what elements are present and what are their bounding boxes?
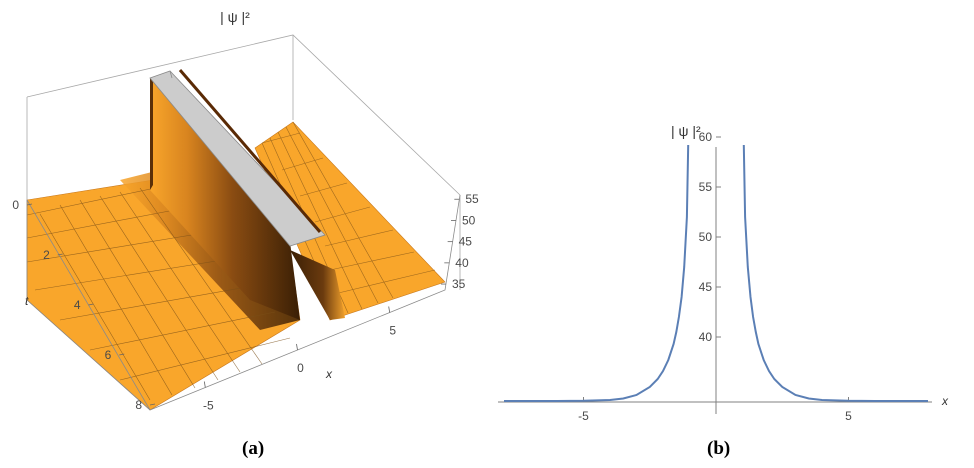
t-tick-label: 0 bbox=[12, 198, 19, 212]
line-plot-panel: -5 5 40 45 50 55 60 | ψ |² x (b) bbox=[480, 0, 974, 468]
bounding-box-back bbox=[26, 34, 461, 290]
t-tick-mark bbox=[26, 203, 33, 206]
surface-right-floor bbox=[254, 121, 446, 321]
y-tick-label: 45 bbox=[699, 280, 713, 294]
x-tick-label: 5 bbox=[389, 324, 396, 338]
surface-plot-panel: 0 2 4 6 8 -5 0 5 35 40 45 50 55 | ψ |² t x (a) bbox=[0, 0, 480, 468]
t-axis-title: t bbox=[25, 294, 29, 308]
x-axis-ticks: -5 0 5 bbox=[203, 306, 396, 413]
y-tick-label: 60 bbox=[699, 130, 713, 144]
x-axis-title: x bbox=[325, 367, 333, 381]
x-tick-group: -5 5 bbox=[578, 397, 852, 423]
series-group bbox=[504, 144, 928, 402]
z-axis-ticks: 35 40 45 50 55 bbox=[440, 192, 479, 291]
surface-ridge bbox=[149, 69, 326, 320]
x-tick-label: -5 bbox=[203, 399, 214, 413]
z-tick-label: 40 bbox=[455, 256, 469, 270]
z-tick-label: 55 bbox=[465, 192, 479, 206]
x-tick-mark bbox=[296, 343, 298, 351]
x-tick-label: 5 bbox=[845, 409, 852, 423]
t-tick-label: 2 bbox=[43, 248, 50, 262]
z-tick-label: 50 bbox=[462, 213, 476, 227]
t-tick-label: 6 bbox=[105, 348, 112, 362]
x-tick-mark bbox=[388, 306, 391, 313]
y-tick-label: 40 bbox=[699, 330, 713, 344]
series-line-right bbox=[742, 144, 928, 402]
t-tick-mark bbox=[88, 303, 94, 306]
caption-b: (b) bbox=[707, 438, 731, 459]
x-tick-mark bbox=[203, 381, 206, 388]
z-tick-label: 35 bbox=[452, 277, 466, 291]
z-tick-label: 45 bbox=[459, 235, 473, 249]
line-plot: -5 5 40 45 50 55 60 | ψ |² x bbox=[498, 123, 949, 423]
t-axis-ticks: 0 2 4 6 8 bbox=[12, 198, 156, 412]
x-axis-title-b: x bbox=[941, 394, 949, 408]
y-tick-group: 40 45 50 55 60 bbox=[699, 130, 721, 344]
surface-plot: 0 2 4 6 8 -5 0 5 35 40 45 50 55 | ψ |² t x bbox=[12, 9, 479, 413]
caption-a: (a) bbox=[242, 438, 265, 459]
t-tick-label: 4 bbox=[74, 298, 81, 312]
y-tick-label: 55 bbox=[699, 180, 713, 194]
x-tick-label: 0 bbox=[297, 361, 304, 375]
t-tick-mark bbox=[119, 353, 125, 356]
series-line-left bbox=[504, 144, 690, 402]
x-tick-label: -5 bbox=[578, 409, 589, 423]
t-tick-mark bbox=[57, 253, 63, 256]
y-axis-title: | ψ |² bbox=[671, 123, 701, 139]
y-tick-label: 50 bbox=[699, 230, 713, 244]
t-tick-mark bbox=[149, 403, 156, 406]
surface-title: | ψ |² bbox=[220, 9, 250, 25]
t-tick-label: 8 bbox=[135, 398, 142, 412]
